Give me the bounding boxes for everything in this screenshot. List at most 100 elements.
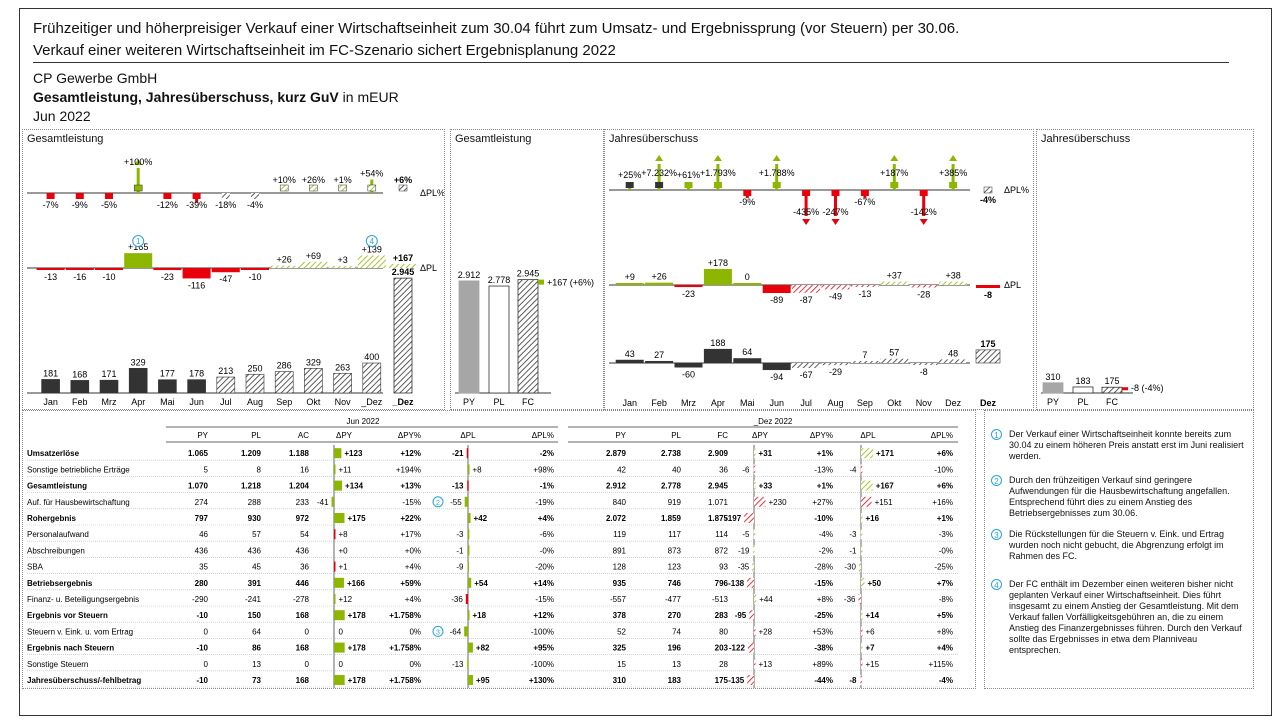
dpl-label: -16 [73, 272, 86, 282]
cell-value: 391 [248, 579, 262, 588]
value-bar [909, 363, 938, 365]
cell-value: 40 [672, 465, 681, 474]
delta-bar [861, 658, 863, 669]
dpl-label: -49 [829, 291, 842, 301]
dplp-label: +10% [273, 175, 296, 185]
row-label: Umsatzerlöse [27, 449, 80, 458]
delta-label: +14 [866, 611, 880, 620]
delta-bar [744, 513, 754, 523]
delta-bar [860, 545, 863, 556]
cell-percent: +16% [932, 498, 953, 507]
cell-value: 203 [715, 644, 729, 653]
value-bar [674, 363, 703, 368]
overflow-arrow [919, 219, 928, 225]
delta-bar [754, 658, 756, 669]
total-dpl-label: +167 [393, 253, 413, 263]
dplp-label: -12% [157, 200, 178, 210]
cell-value: 2.879 [606, 449, 627, 458]
cell-value: 5 [204, 465, 209, 474]
cell-percent: -2% [540, 449, 554, 458]
total-label: 2.945 [392, 267, 415, 277]
table-row: SBA 35 45 36 +4% -20% 128 123 93 -28% -25% +1 -9 -35 -… [27, 561, 953, 572]
note-number: 2 [991, 475, 1002, 486]
cell-percent: +12% [400, 449, 421, 458]
total-bar [1042, 382, 1064, 394]
category-label: Mrz [102, 397, 117, 407]
cell-value: 183 [668, 676, 682, 685]
cell-value: 0 [204, 660, 209, 669]
delta-label: +230 [769, 498, 788, 507]
delta-bar [754, 448, 756, 459]
cell-value: 54 [300, 530, 309, 539]
category-label: _Dez [360, 397, 383, 407]
delta-label: -1 [849, 546, 857, 555]
cell-value: 446 [296, 579, 310, 588]
row-label-dplp: ΔPL% [420, 188, 444, 198]
delta-label: +12 [339, 595, 353, 604]
cell-percent: +53% [812, 627, 833, 636]
value-bar [880, 358, 909, 363]
dpl-label: -10 [102, 272, 115, 282]
delta-label: -4 [849, 465, 857, 474]
value-label: 171 [101, 369, 116, 379]
dpl-label: +26 [651, 272, 666, 282]
delta-bar [749, 610, 754, 621]
value-bar [362, 362, 382, 394]
value-bar [187, 379, 206, 394]
dpl-label: +69 [306, 251, 321, 261]
delta-bar [861, 480, 873, 491]
cell-percent: +12% [533, 611, 554, 620]
guv-table-panel: Jun 2022 _Dez 2022 PY PL AC ΔPY ΔPY% ΔPL ΔPL% PY P… [22, 410, 976, 689]
dplp-marker [367, 184, 377, 192]
note-text: Durch den frühzeitigen Verkauf sind geri… [1009, 475, 1230, 518]
note-3: 3 Die Rückstellungen für die Steuern v. E… [991, 529, 1247, 562]
value-label: -94 [770, 372, 783, 382]
delta-label: -197 [725, 514, 742, 523]
cell-percent: +98% [533, 465, 554, 474]
dplp-bar [922, 190, 926, 216]
delta-bar [753, 545, 755, 556]
delta-label: +50 [868, 579, 882, 588]
value-bar [333, 372, 352, 394]
row-label: Steuern v. Eink. u. vom Ertrag [27, 627, 133, 636]
cell-value: 436 [248, 546, 262, 555]
column-header: ΔPY [336, 431, 353, 440]
category-label: Feb [651, 398, 667, 408]
dpl-label: +178 [708, 258, 728, 268]
category-label: Okt [887, 398, 902, 408]
delta-label: -6 [742, 465, 750, 474]
cell-percent: -10% [814, 514, 833, 523]
panel-gesamtleistung-total: Gesamtleistung 2.912 PY 2.778 PL 2.945 FC +167… [450, 129, 604, 410]
delta-bar [334, 561, 336, 572]
cell-value: 15 [617, 660, 626, 669]
overflow-arrow [949, 155, 958, 161]
dplp-label: -5% [101, 200, 117, 210]
delta-label: +175 [348, 514, 367, 523]
column-header: AC [298, 431, 309, 440]
category-label: Nov [335, 397, 352, 407]
dplp-marker [831, 190, 840, 196]
note-marker-number: 2 [436, 500, 440, 507]
delta-label: +1 [339, 563, 349, 572]
category-label: Nov [916, 398, 933, 408]
delta-bar [334, 610, 345, 621]
column-header: PY [197, 431, 208, 440]
dplp-marker [919, 190, 928, 196]
dplp-marker [192, 193, 201, 199]
row-label-dplp: ΔPL% [1004, 185, 1029, 195]
cell-percent: +4% [538, 514, 554, 523]
value-label: 181 [43, 368, 58, 378]
category-label: Jun [189, 397, 204, 407]
delta-bar [861, 610, 863, 621]
row-label-dpl: ΔPL [1004, 280, 1021, 290]
dplp-marker [743, 190, 752, 196]
note-1: 1 Der Verkauf einer Wirtschaftseinheit ko… [991, 429, 1247, 462]
delta-bar [467, 480, 469, 491]
cell-value: 233 [296, 498, 310, 507]
dpl-bar [124, 253, 153, 268]
cell-value: 288 [248, 498, 262, 507]
dpl-bar [645, 282, 674, 285]
delta-bar [860, 675, 862, 685]
delta-label: +178 [348, 676, 367, 685]
total-bar [488, 285, 510, 394]
